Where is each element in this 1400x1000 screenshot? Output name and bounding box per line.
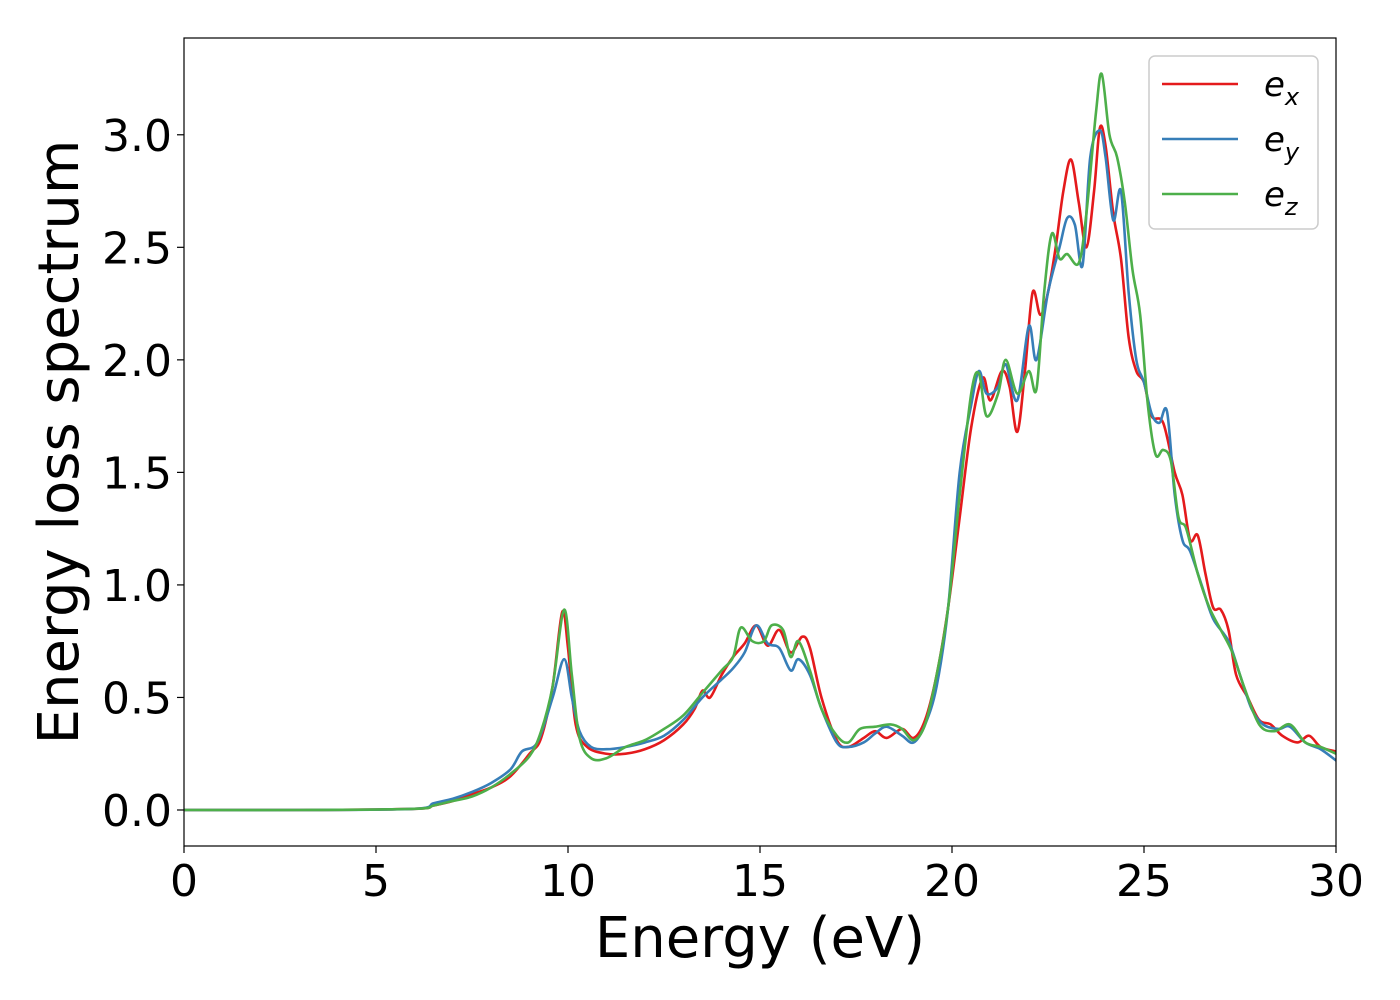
y-tick-label: 1.0 [102, 561, 172, 612]
y-tick-label: 1.5 [102, 448, 172, 499]
y-tick-label: 0.5 [102, 673, 172, 724]
x-axis: 0 5 10 15 20 25 30 [170, 846, 1364, 907]
legend-label-y: ey [1264, 120, 1300, 166]
x-tick-label: 0 [170, 856, 198, 907]
series-layer [184, 72, 1336, 812]
x-tick-label: 25 [1116, 856, 1172, 907]
x-tick-label: 5 [362, 856, 390, 907]
legend-label-z: ez [1264, 175, 1299, 221]
legend-label-base: e [1264, 120, 1285, 160]
x-tick-label: 10 [540, 856, 596, 907]
legend-label-subscript: z [1284, 193, 1299, 221]
series-line-z [184, 72, 1336, 812]
y-axis-label: Energy loss spectrum [27, 140, 92, 745]
legend-box [1148, 55, 1319, 230]
x-tick-label: 30 [1308, 856, 1364, 907]
legend-label-subscript: x [1284, 83, 1300, 111]
legend-label-base: e [1264, 175, 1285, 215]
y-tick-label: 3.0 [102, 111, 172, 162]
x-axis-label: Energy (eV) [595, 906, 925, 971]
y-tick-label: 0.0 [102, 786, 172, 837]
y-tick-label: 2.0 [102, 336, 172, 387]
x-tick-label: 15 [732, 856, 788, 907]
legend-label-base: e [1264, 65, 1285, 105]
legend-label-subscript: y [1284, 138, 1300, 166]
y-axis: 0.0 0.5 1.0 1.5 2.0 2.5 3.0 [102, 111, 184, 837]
legend-label-x: ex [1264, 65, 1300, 111]
x-tick-label: 20 [924, 856, 980, 907]
y-tick-label: 2.5 [102, 223, 172, 274]
